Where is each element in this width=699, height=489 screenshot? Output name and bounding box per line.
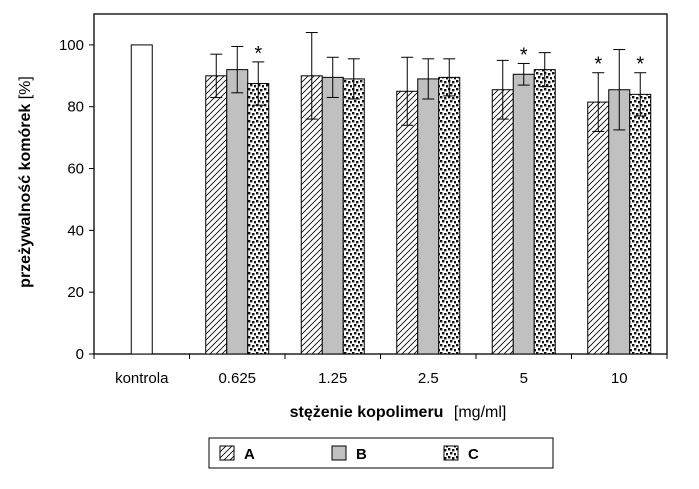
bar-a: [587, 101, 610, 355]
bars-layer: * * * *: [130, 32, 652, 355]
y-tick-label: 100: [59, 37, 84, 54]
significance-star: *: [520, 44, 528, 66]
y-tick-label: 80: [67, 99, 84, 116]
bar-b: [321, 76, 344, 355]
x-tick-label: 1.25: [318, 370, 347, 387]
y-tick-label: 40: [67, 222, 84, 239]
bar-a: [205, 75, 228, 355]
legend-label-c: C: [468, 446, 479, 463]
bar-a: [491, 89, 514, 355]
y-tick-label: 0: [76, 346, 84, 363]
x-tick-label: 10: [611, 370, 628, 387]
bar-a: [396, 90, 419, 355]
y-axis-title: przeżywalność komórek [%]: [17, 76, 34, 288]
legend: A B C: [208, 437, 554, 469]
x-axis-ticks: kontrola 0.625 1.25 2.5 5 10: [93, 354, 668, 387]
x-tick-label: 5: [520, 370, 528, 387]
bar-b: [512, 73, 535, 355]
legend-label-a: A: [244, 446, 255, 463]
y-axis-ticks: 0 20 40 60 80 100: [59, 37, 94, 363]
bar-c: [247, 83, 270, 355]
legend-item-b: B: [331, 445, 367, 463]
y-tick-label: 20: [67, 284, 84, 301]
significance-star: *: [636, 54, 644, 76]
legend-item-a: A: [219, 445, 255, 463]
significance-star: *: [254, 43, 262, 65]
legend-swatch-b: [331, 445, 347, 461]
y-tick-label: 60: [67, 161, 84, 178]
x-tick-label: 0.625: [218, 370, 256, 387]
legend-item-c: C: [443, 445, 479, 463]
x-tick-label-control: kontrola: [115, 370, 169, 387]
legend-frame: [208, 437, 554, 469]
bar-control: [130, 44, 153, 355]
bar-c: [629, 93, 652, 355]
legend-swatch-a: [219, 445, 235, 461]
legend-label-b: B: [356, 446, 367, 463]
bar-b: [417, 78, 440, 355]
bar-c: [342, 78, 365, 355]
bar-c: [438, 76, 461, 355]
x-tick-label: 2.5: [418, 370, 439, 387]
bar-c: [533, 69, 556, 355]
significance-star: *: [594, 54, 602, 76]
legend-swatch-c: [443, 445, 459, 461]
x-axis-title: stężenie kopolimeru [mg/ml]: [290, 404, 507, 421]
bar-b: [226, 69, 249, 355]
